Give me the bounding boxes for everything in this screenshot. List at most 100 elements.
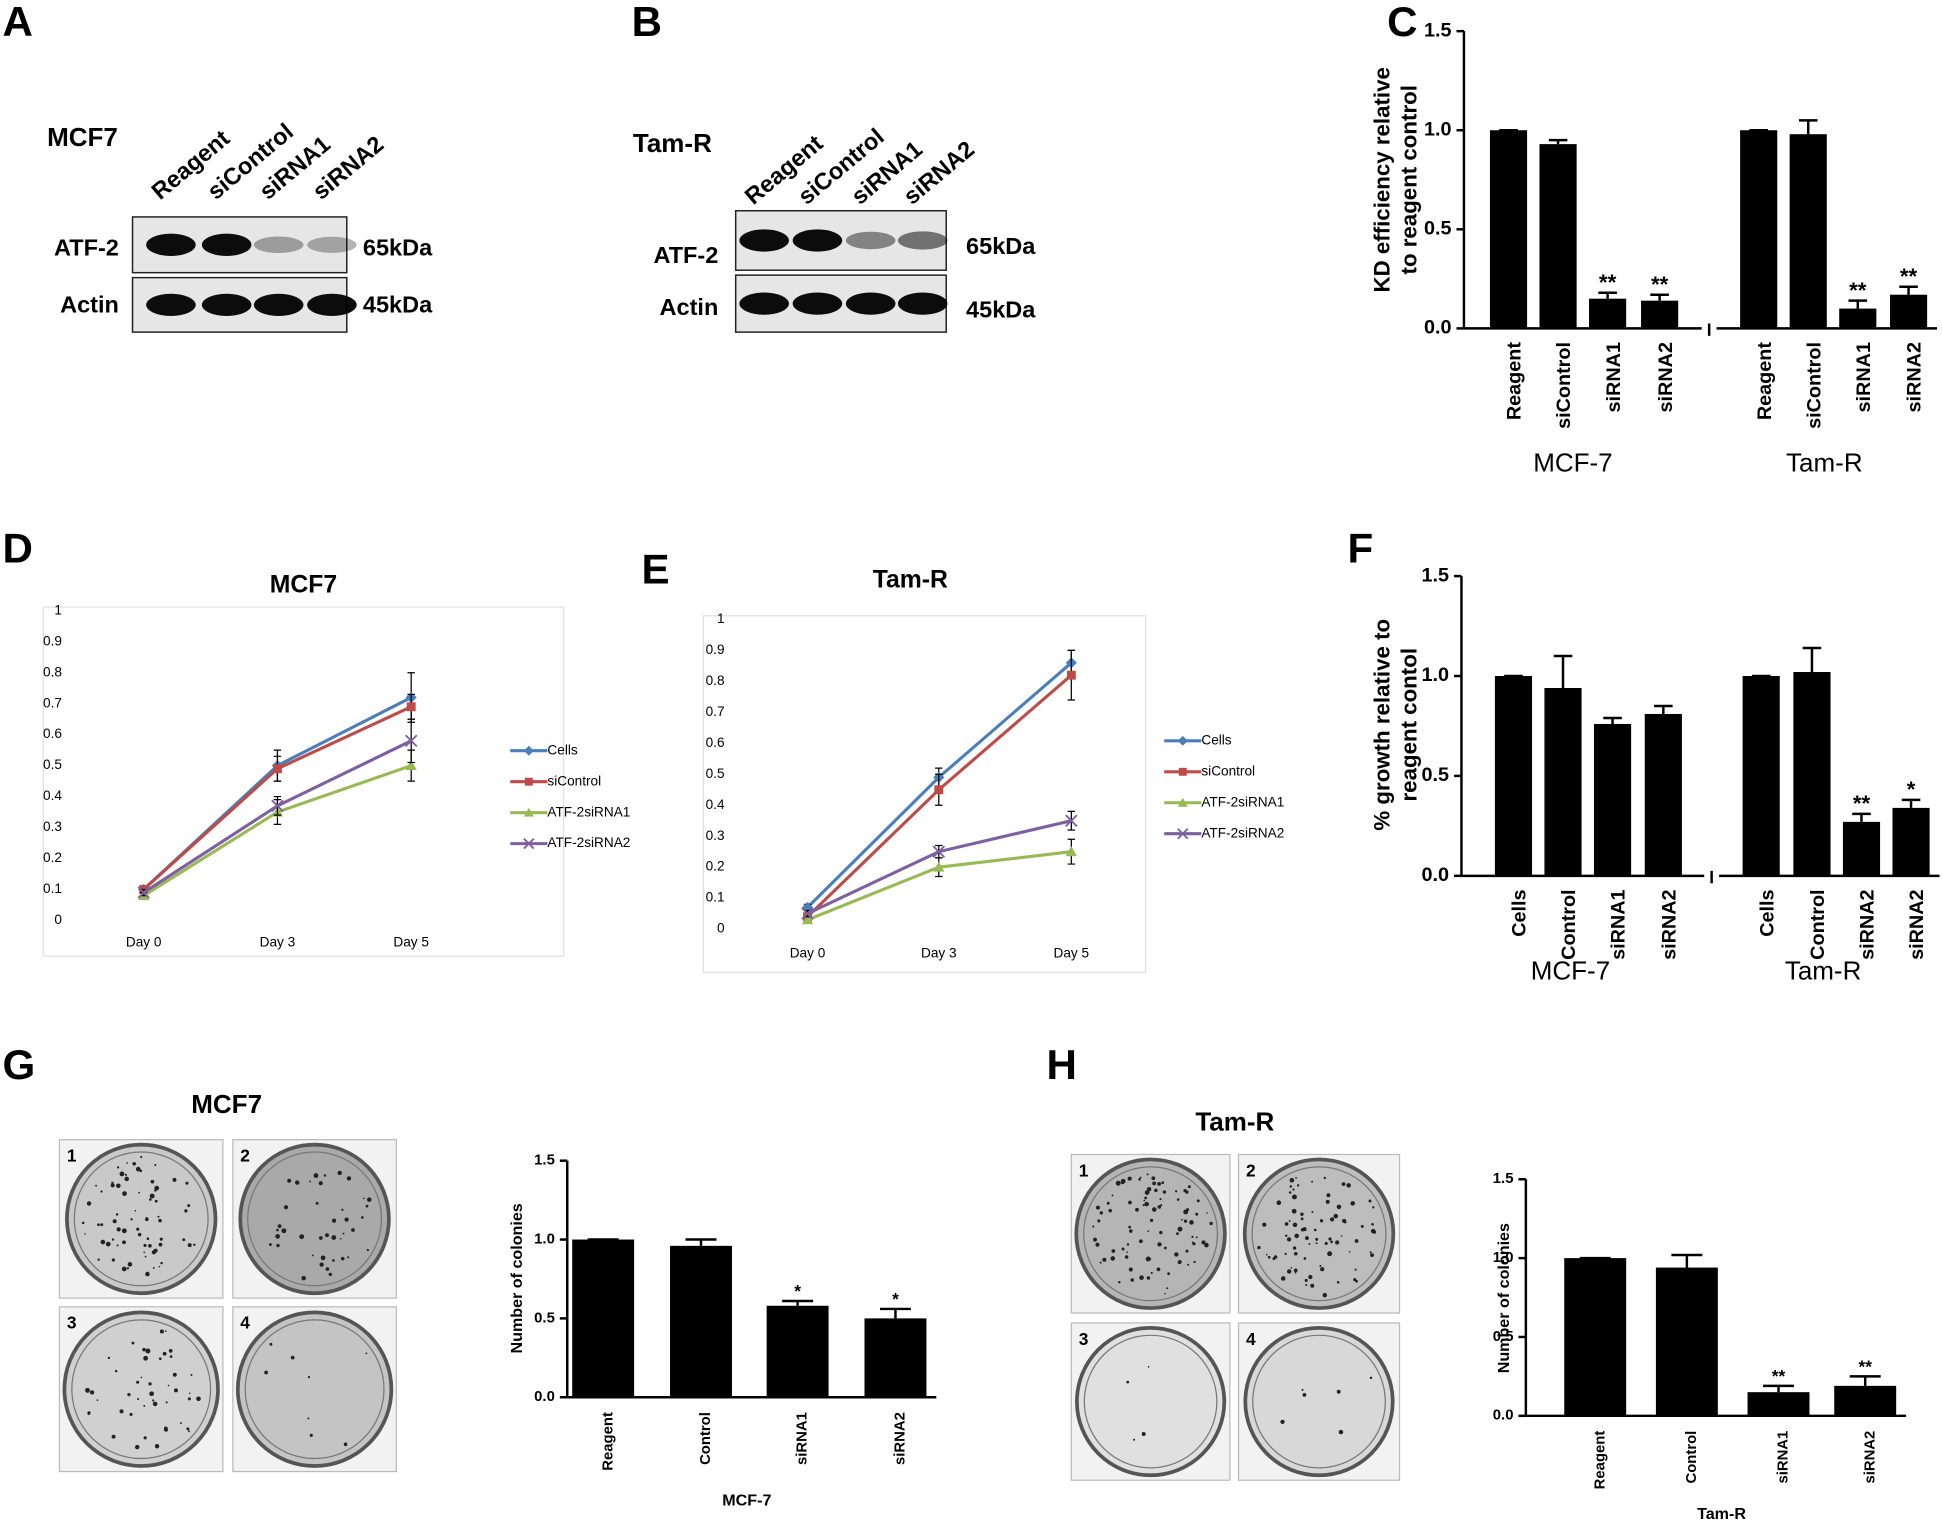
error-bar [1901,798,1921,808]
colony [1354,1239,1359,1243]
colony [1146,1276,1151,1280]
y-tick-label: 0.2 [706,859,725,874]
colony [97,1258,100,1261]
colony [1095,1205,1100,1210]
bar [1655,1267,1718,1416]
colony [1154,1188,1158,1193]
colony [85,1387,90,1393]
colony [111,1434,116,1439]
bar [1747,1392,1810,1416]
y-tick-label: 0.4 [43,788,62,803]
colony [1160,1204,1163,1207]
bar [1644,713,1682,876]
colony [295,1180,300,1185]
colony [100,1223,104,1227]
colony [152,1267,155,1269]
colony [130,1218,133,1221]
bar [1842,821,1881,876]
colony [140,1376,143,1379]
colony [315,1201,319,1205]
bar [864,1318,927,1398]
colony [1095,1242,1100,1247]
colony [313,1173,319,1178]
colony [1291,1194,1297,1200]
colony [1195,1236,1198,1239]
bar [766,1305,829,1398]
colony [309,1180,312,1183]
colony [1130,1278,1135,1282]
colony [116,1227,121,1232]
error-bar [1654,704,1673,714]
colony [1163,1246,1167,1250]
x-tick-label: siRNA2 [1906,889,1928,959]
marker [801,914,814,925]
colony [165,1401,168,1404]
colony [112,1219,117,1224]
colony [1115,1180,1121,1186]
colony [1324,1241,1328,1246]
colony [1120,1180,1125,1185]
colony [115,1213,119,1216]
colony [1111,1249,1116,1253]
group-label: MCF-7 [1533,448,1612,478]
colony [1175,1232,1179,1236]
colony [1183,1219,1188,1223]
colony [185,1181,189,1185]
y-tick-label: 0.5 [1422,764,1450,786]
colony [277,1224,282,1229]
marker [1065,846,1077,857]
colony [299,1234,305,1240]
y-tick-label: 0.5 [706,766,725,781]
marker [137,886,150,899]
colony [1187,1263,1190,1266]
legend-marker [1178,767,1187,776]
y-tick-label: 0.7 [706,704,725,719]
x-tick-label: siRNA1 [1603,342,1625,412]
colony [339,1238,342,1240]
colony [122,1191,127,1196]
well [1243,1326,1395,1478]
colony [1289,1178,1295,1183]
colony [84,1233,86,1235]
colony [344,1217,349,1222]
colony [159,1237,163,1241]
y-tick-label: 0.6 [706,735,725,750]
band [146,293,196,317]
well [235,1310,394,1468]
marker [934,785,944,795]
y-tick-label: 0.5 [1493,1329,1514,1345]
colony [351,1228,355,1232]
colony [1187,1185,1191,1189]
colony [119,1409,124,1414]
y-axis-label: reagent contol [1397,648,1422,802]
colony [1146,1187,1152,1192]
significance: ** [1853,791,1871,816]
band [845,231,896,250]
colony [164,1330,167,1332]
bar [1789,134,1827,329]
colony [143,1355,149,1361]
panel-label: E [642,546,670,593]
x-tick-label: Reagent [1754,342,1776,421]
well [62,1310,220,1468]
colony [1196,1199,1200,1203]
colony [122,1240,126,1245]
colony [1143,1199,1146,1202]
colony [1372,1206,1375,1209]
colony [1293,1251,1298,1256]
colony [129,1412,133,1416]
colony [1183,1188,1187,1193]
significance: * [794,1281,801,1301]
colony [145,1271,150,1277]
panel-label: A [2,0,32,45]
colony [1144,1190,1150,1195]
colony [307,1376,311,1379]
y-axis-label: % growth relative to [1369,619,1394,831]
colony [1369,1251,1372,1254]
colony [1118,1280,1121,1284]
colony [119,1171,125,1177]
colony [1147,1230,1150,1233]
colony [105,1241,111,1247]
colony [148,1382,152,1386]
colony [158,1265,161,1268]
